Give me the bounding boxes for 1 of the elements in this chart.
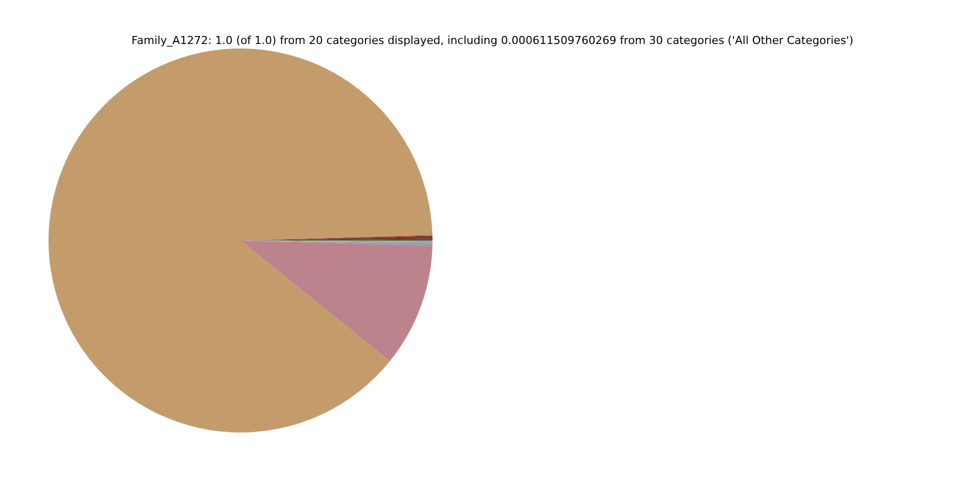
text: Family_A1272: 1.0 (of 1.0) from 20 categories displayed, including 0.000611509760269 from 30 categories ('All Other Categories') [132,34,854,47]
